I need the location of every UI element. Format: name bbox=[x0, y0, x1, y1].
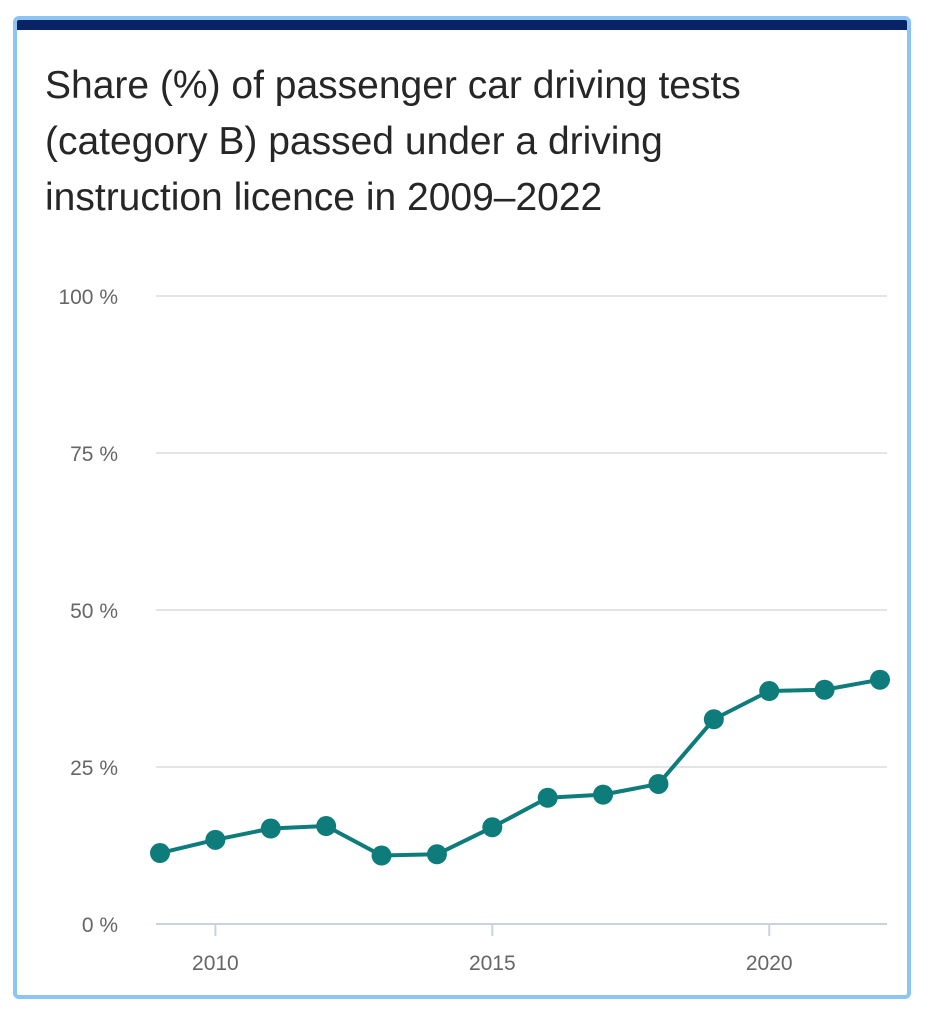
data-point-2011[interactable] bbox=[260, 818, 281, 839]
card-top-bar bbox=[17, 20, 907, 30]
data-point-2016[interactable] bbox=[537, 787, 558, 808]
data-point-2018[interactable] bbox=[648, 773, 669, 794]
x-tick-label-2020: 2020 bbox=[746, 952, 793, 975]
y-tick-label-75: 75 % bbox=[70, 443, 118, 466]
data-points bbox=[150, 669, 890, 866]
y-tick-label-0: 0 % bbox=[82, 914, 118, 937]
x-tick-label-2015: 2015 bbox=[469, 952, 516, 975]
y-tick-label-100: 100 % bbox=[58, 286, 118, 309]
y-tick-label-50: 50 % bbox=[70, 600, 118, 623]
y-tick-label-25: 25 % bbox=[70, 757, 118, 780]
x-tick-label-2010: 2010 bbox=[192, 952, 239, 975]
chart-card: Share (%) of passenger car driving tests… bbox=[13, 16, 911, 999]
data-point-2021[interactable] bbox=[814, 679, 835, 700]
data-point-2017[interactable] bbox=[593, 784, 614, 805]
data-point-2010[interactable] bbox=[205, 829, 226, 850]
grid-lines bbox=[156, 295, 887, 768]
y-axis-tick-labels: 0 % 25 % 50 % 75 % 100 % bbox=[58, 286, 118, 937]
data-point-2013[interactable] bbox=[371, 845, 392, 866]
data-point-2019[interactable] bbox=[703, 709, 724, 730]
data-point-2022[interactable] bbox=[870, 669, 890, 690]
x-axis-tick-labels: 2010 2015 2020 bbox=[192, 952, 793, 975]
data-point-2014[interactable] bbox=[426, 844, 447, 865]
data-point-2015[interactable] bbox=[482, 817, 503, 838]
data-point-2020[interactable] bbox=[759, 681, 780, 702]
x-axis bbox=[156, 923, 887, 936]
data-point-2012[interactable] bbox=[316, 816, 337, 837]
chart-title: Share (%) of passenger car driving tests… bbox=[45, 64, 741, 219]
data-point-2009[interactable] bbox=[150, 843, 170, 864]
